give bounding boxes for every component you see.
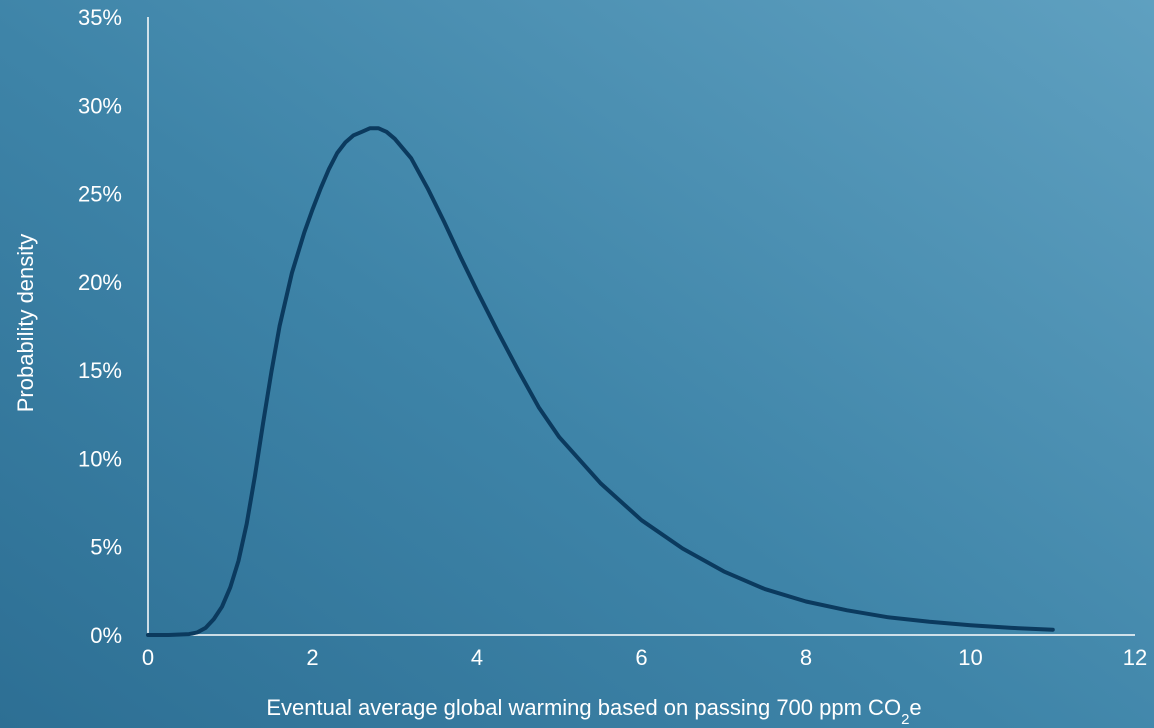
x-tick-label: 12 <box>1123 645 1147 670</box>
y-tick-label: 10% <box>78 446 122 471</box>
x-tick-label: 10 <box>958 645 982 670</box>
y-tick-label: 5% <box>90 535 122 560</box>
y-tick-label: 30% <box>78 93 122 118</box>
x-axis-title-suffix: e <box>909 695 921 720</box>
y-tick-labels: 0% 5% 10% 15% 20% 25% 30% 35% <box>78 5 122 648</box>
series-line <box>146 126 1055 637</box>
y-tick-label: 20% <box>78 270 122 295</box>
x-axis-title-subscript: 2 <box>901 711 909 728</box>
x-tick-labels: 0 2 4 6 8 10 12 <box>142 645 1147 670</box>
y-tick-label: 15% <box>78 358 122 383</box>
x-tick-label: 4 <box>471 645 483 670</box>
y-tick-label: 35% <box>78 5 122 30</box>
x-tick-label: 2 <box>306 645 318 670</box>
x-axis-title: Eventual average global warming based on… <box>266 695 921 728</box>
x-axis-title-main: Eventual average global warming based on… <box>266 695 901 720</box>
x-tick-label: 8 <box>800 645 812 670</box>
y-tick-label: 25% <box>78 182 122 207</box>
y-tick-label: 0% <box>90 623 122 648</box>
x-tick-label: 0 <box>142 645 154 670</box>
x-tick-label: 6 <box>635 645 647 670</box>
y-axis-title: Probability density <box>13 234 38 413</box>
